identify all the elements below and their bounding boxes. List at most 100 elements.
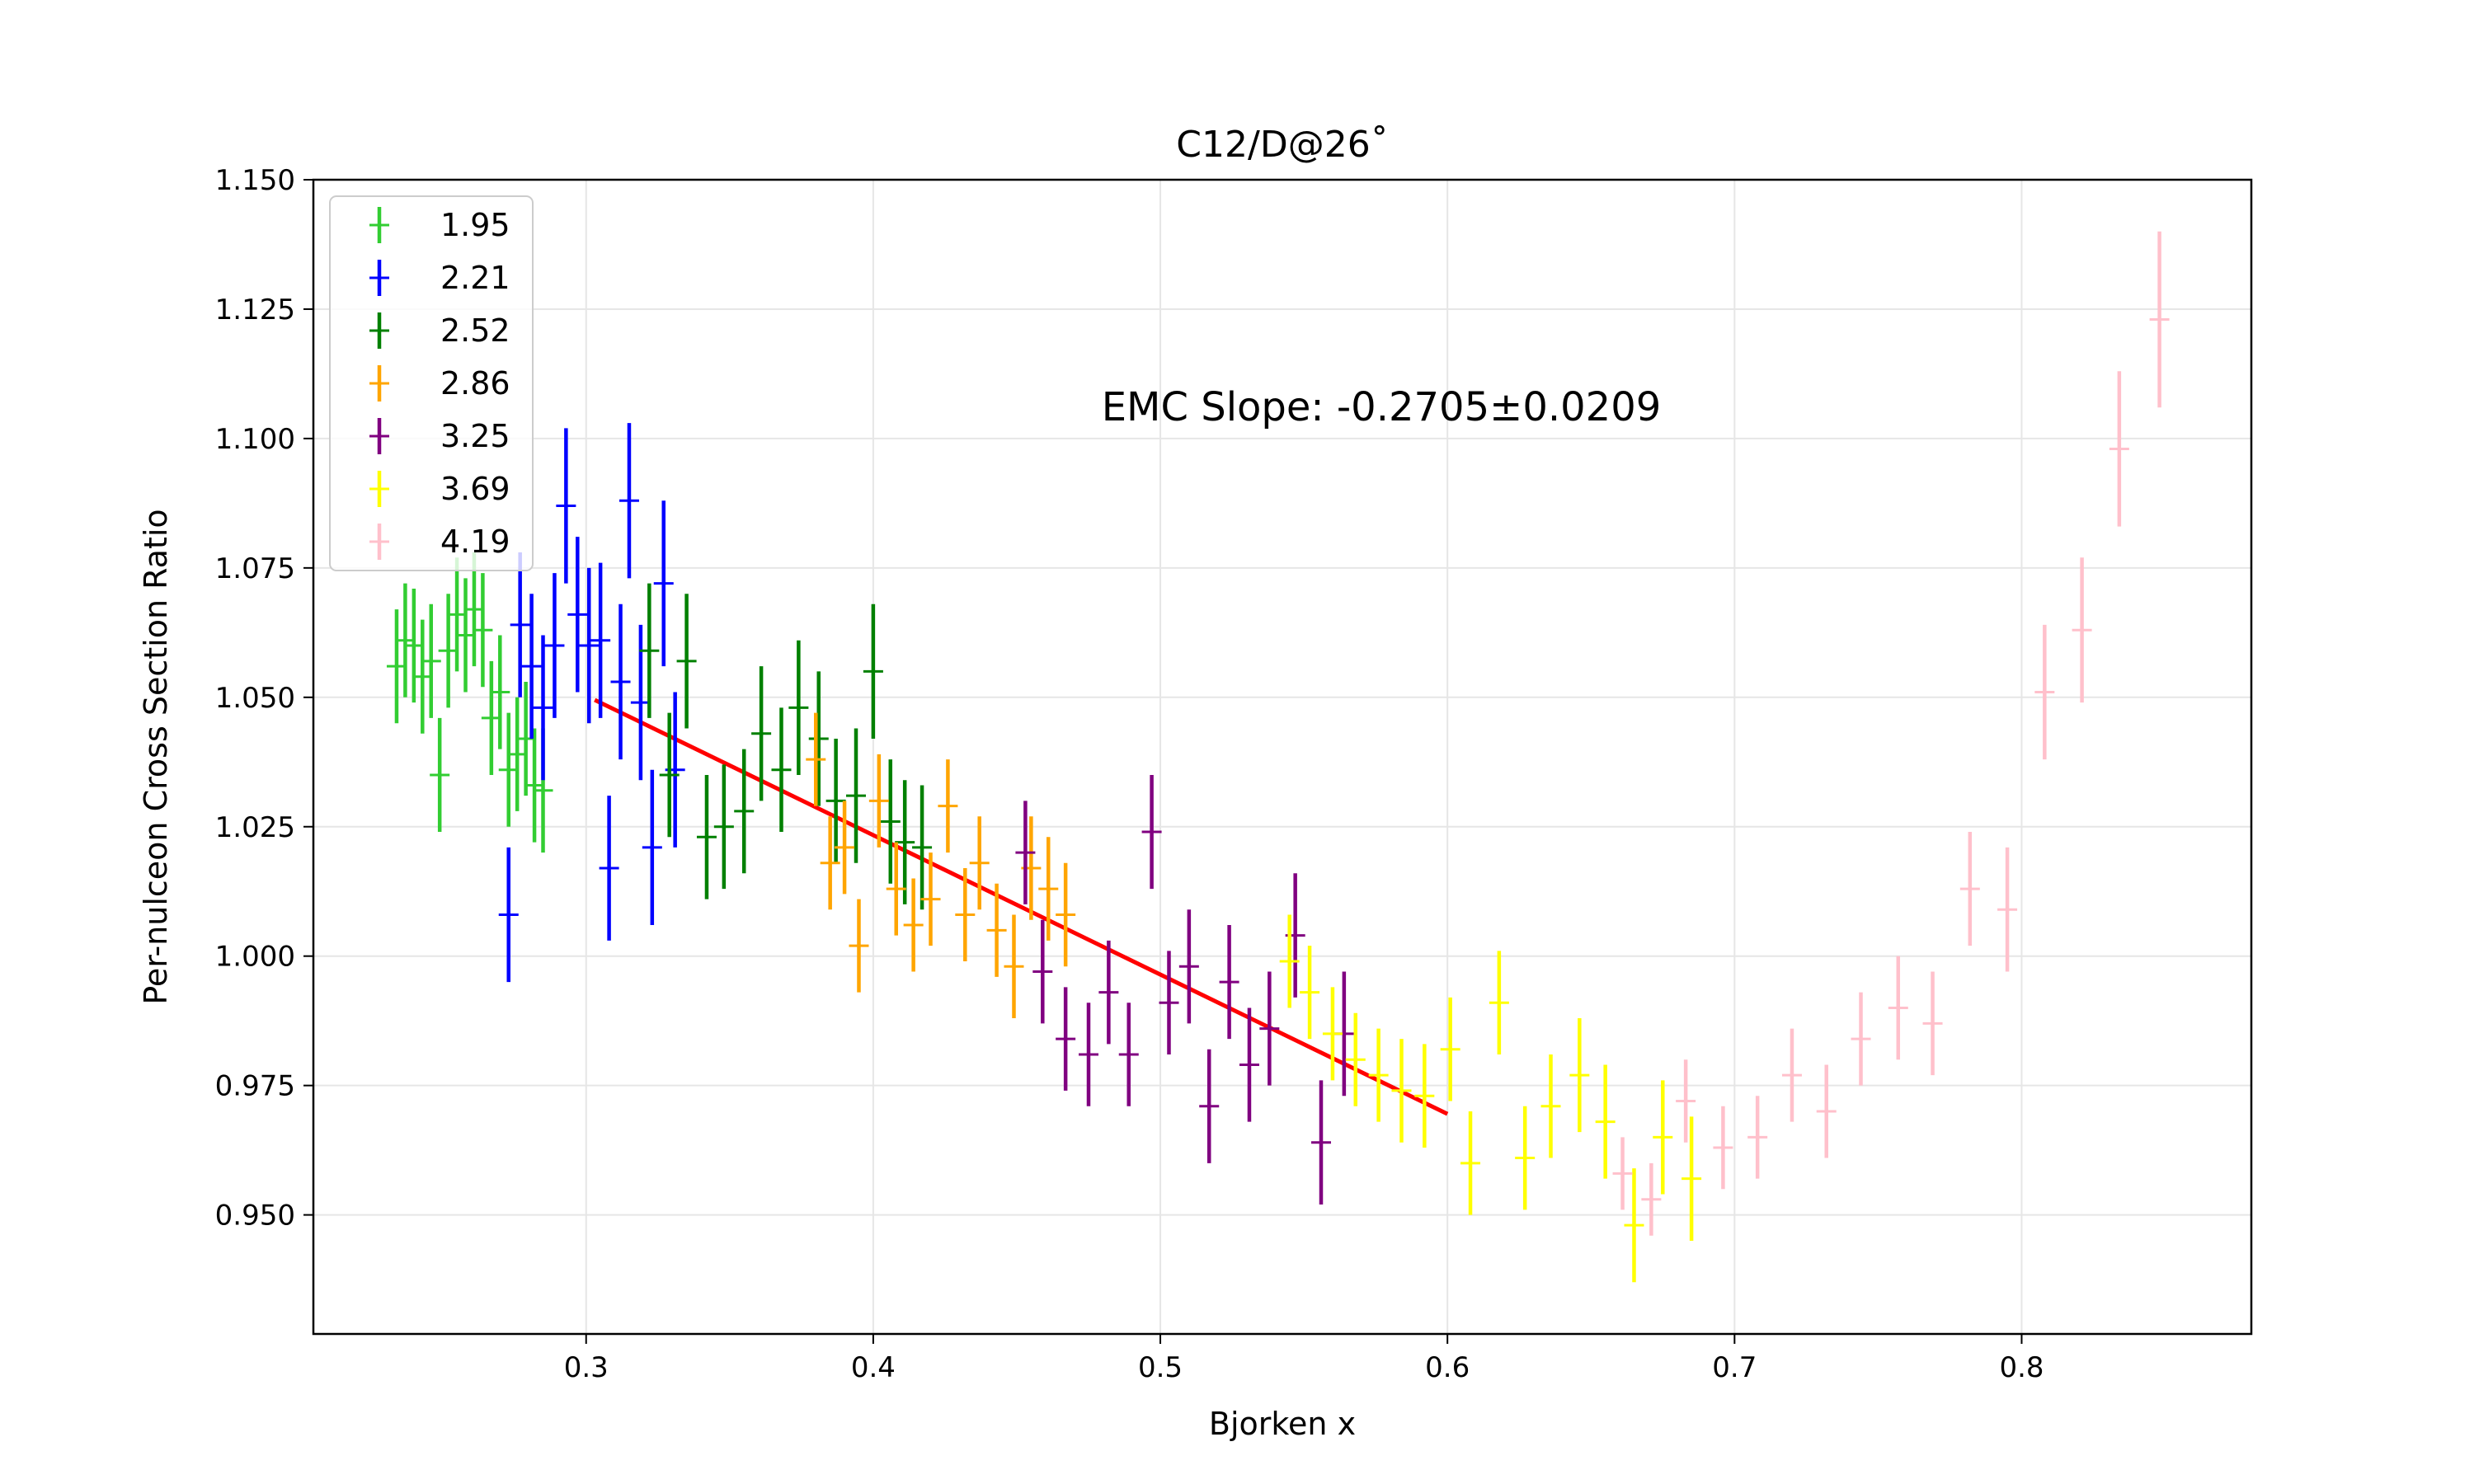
data-point: [1515, 1106, 1536, 1210]
data-point: [835, 801, 855, 895]
y-tick-label: 0.975: [215, 1070, 295, 1103]
data-point: [544, 573, 565, 718]
data-point: [567, 537, 588, 693]
series-4.19: [1612, 231, 2170, 1236]
data-point: [590, 562, 611, 718]
data-point: [521, 594, 542, 740]
data-point: [1056, 987, 1076, 1091]
data-point: [524, 728, 545, 843]
data-point: [1747, 1096, 1768, 1179]
y-tick-label: 1.075: [215, 552, 295, 585]
data-point: [610, 603, 631, 760]
data-point: [863, 603, 883, 740]
data-point: [1322, 987, 1343, 1081]
data-point: [2149, 231, 2170, 408]
data-point: [1612, 1137, 1633, 1210]
fit-line-layer: [594, 697, 1449, 1116]
data-point: [886, 842, 906, 936]
legend-label: 2.52: [440, 312, 510, 349]
data-point: [1259, 971, 1280, 1086]
data-point: [2072, 557, 2092, 703]
data-point: [1038, 837, 1059, 941]
data-point: [849, 899, 869, 993]
data-point: [1959, 832, 1980, 946]
series-2.21: [498, 423, 685, 983]
y-tick-label: 1.100: [215, 423, 295, 456]
data-point: [1159, 951, 1179, 1054]
data-point: [653, 500, 674, 667]
legend-entry: 2.86: [369, 365, 510, 402]
data-points-layer: [386, 231, 2170, 1283]
data-point: [473, 573, 493, 688]
data-point: [507, 697, 528, 811]
data-point: [1118, 1003, 1139, 1106]
legend-label: 4.19: [440, 524, 510, 560]
data-point: [868, 754, 889, 848]
data-point: [642, 769, 662, 926]
data-point: [498, 712, 519, 827]
data-point: [579, 567, 600, 724]
data-point: [969, 816, 990, 910]
data-point: [463, 552, 484, 667]
data-point: [1713, 1106, 1733, 1190]
data-point: [430, 717, 450, 833]
legend-entry: 1.95: [369, 207, 510, 243]
legend-label: 3.25: [440, 418, 510, 454]
y-tick-label: 1.150: [215, 164, 295, 197]
data-point: [713, 764, 734, 890]
data-point: [1888, 956, 1908, 1060]
data-point: [421, 603, 441, 718]
data-point: [825, 739, 846, 863]
x-tick-label: 0.5: [1138, 1351, 1183, 1384]
y-axis-label: Per-nulceon Cross Section Ratio: [138, 509, 174, 1004]
data-point: [1079, 1003, 1098, 1106]
data-point: [412, 619, 433, 734]
data-point: [2034, 624, 2055, 760]
data-point: [1368, 1028, 1389, 1122]
y-axis-ticks: 0.950 0.975 1.000 1.025 1.050 1.075 1.100 1.125…: [215, 164, 313, 1233]
data-point: [1311, 1080, 1331, 1205]
data-point: [599, 796, 619, 941]
data-point: [1414, 1044, 1435, 1148]
data-point: [386, 609, 407, 724]
data-point: [447, 557, 468, 672]
data-point: [639, 583, 660, 718]
data-point: [618, 423, 639, 579]
data-point: [1056, 862, 1076, 967]
legend-entry: 2.21: [369, 260, 510, 296]
data-point: [734, 749, 755, 874]
data-point: [912, 785, 933, 910]
series-3.25: [1015, 774, 1354, 1205]
legend: 1.95 2.21 2.52 2.86 3.25 3.69 4.19: [329, 195, 534, 571]
data-point: [1300, 946, 1320, 1040]
x-tick-label: 0.8: [1999, 1351, 2044, 1384]
data-point: [510, 552, 530, 697]
data-point: [676, 594, 697, 729]
x-axis-label: Bjorken x: [1209, 1406, 1356, 1442]
data-point: [659, 712, 680, 838]
legend-label: 3.69: [440, 471, 510, 507]
data-point: [481, 660, 501, 775]
legend-entry: 2.52: [369, 312, 510, 349]
data-point: [1540, 1054, 1561, 1158]
data-point: [1391, 1039, 1412, 1143]
y-tick-label: 0.950: [215, 1200, 295, 1233]
data-point: [955, 867, 976, 961]
emc-slope-annotation: EMC Slope: -0.2705±0.0209: [1102, 384, 1662, 430]
data-point: [1345, 1012, 1366, 1106]
data-point: [1098, 940, 1119, 1045]
x-tick-label: 0.6: [1425, 1351, 1470, 1384]
plot-frame: [312, 178, 2253, 1336]
data-point: [1239, 1007, 1259, 1122]
data-point: [1997, 847, 2018, 972]
y-tick-label: 1.050: [215, 682, 295, 715]
data-point: [1032, 919, 1053, 1024]
data-point: [903, 878, 924, 972]
data-point: [1569, 1018, 1590, 1133]
data-point: [1178, 909, 1199, 1024]
data-point: [1004, 914, 1024, 1019]
legend-label: 2.86: [440, 365, 510, 402]
data-point: [498, 847, 519, 983]
data-point: [1279, 914, 1300, 1008]
